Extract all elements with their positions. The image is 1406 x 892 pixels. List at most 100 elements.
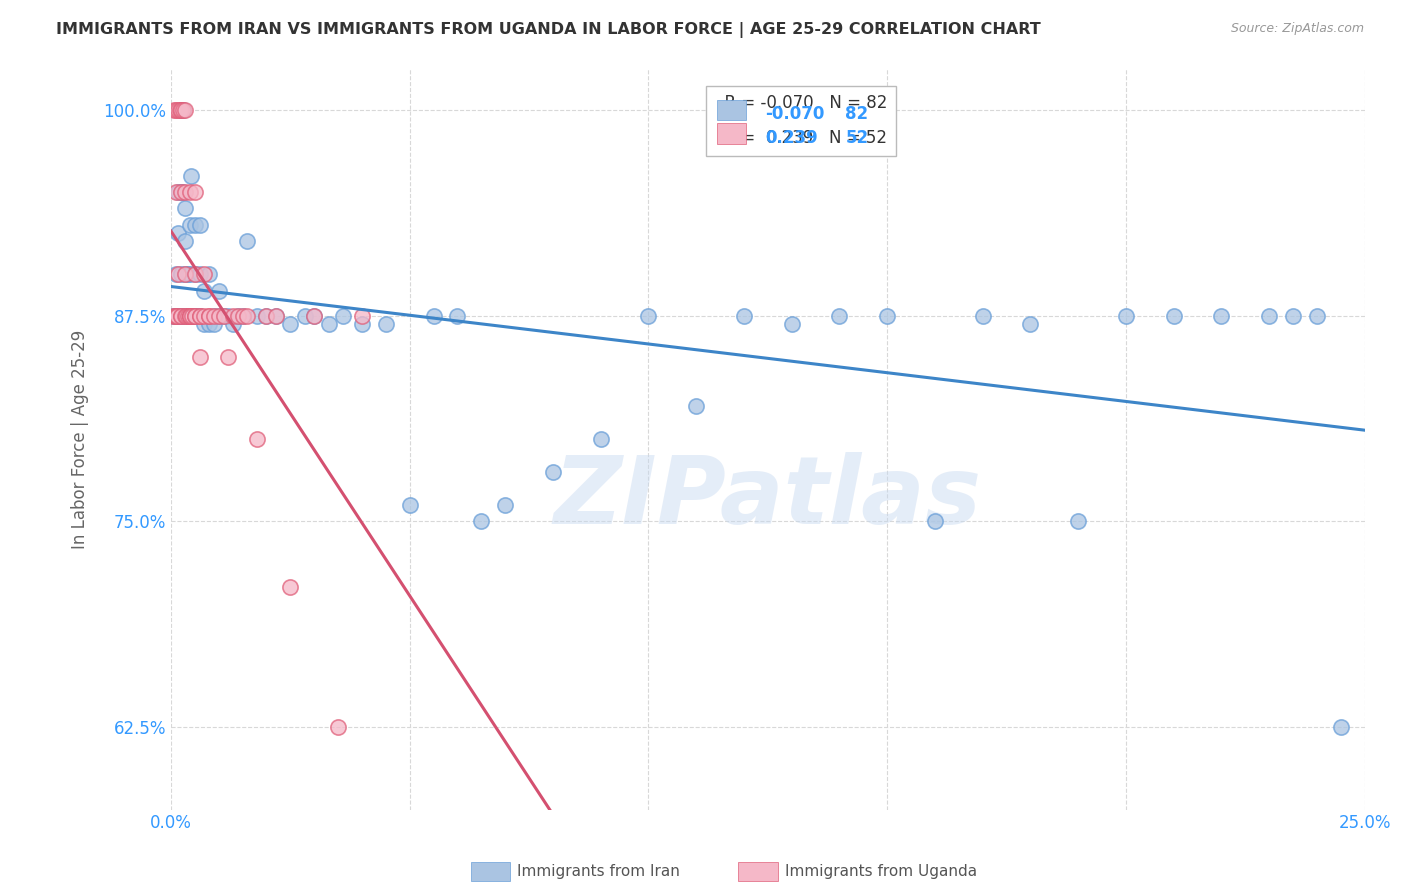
Point — [256, 309, 278, 323]
Point — [212, 309, 235, 323]
Point — [198, 309, 221, 323]
Point — [163, 309, 186, 323]
Point — [184, 185, 207, 199]
Point — [170, 268, 193, 282]
Point — [304, 309, 326, 323]
Point — [179, 309, 201, 323]
Point — [179, 268, 201, 282]
Point — [169, 185, 191, 199]
Point — [188, 268, 211, 282]
Point — [280, 317, 302, 331]
Point — [181, 309, 204, 323]
FancyBboxPatch shape — [717, 123, 747, 145]
Point — [177, 268, 200, 282]
Point — [169, 185, 191, 199]
Point — [179, 309, 201, 323]
Point — [198, 309, 221, 323]
Point — [174, 103, 197, 117]
Point — [226, 309, 249, 323]
Point — [165, 103, 187, 117]
Point — [422, 309, 444, 323]
FancyBboxPatch shape — [717, 100, 747, 120]
Point — [924, 514, 946, 528]
Text: Immigrants from Uganda: Immigrants from Uganda — [785, 864, 977, 879]
Point — [184, 309, 207, 323]
Point — [166, 309, 188, 323]
Point — [541, 465, 564, 479]
Point — [193, 284, 215, 298]
Point — [222, 317, 245, 331]
Point — [1019, 317, 1042, 331]
Point — [174, 309, 197, 323]
Point — [166, 309, 188, 323]
Point — [222, 309, 245, 323]
Point — [165, 268, 187, 282]
Point — [733, 309, 755, 323]
Point — [163, 103, 186, 117]
Point — [188, 350, 211, 364]
Point — [193, 317, 215, 331]
Point — [193, 268, 215, 282]
Point — [174, 309, 197, 323]
Point — [236, 309, 259, 323]
Point — [198, 268, 221, 282]
Point — [179, 309, 201, 323]
Text: 82: 82 — [845, 105, 869, 123]
Point — [184, 268, 207, 282]
Point — [217, 350, 239, 364]
Point — [174, 235, 197, 249]
Point — [188, 309, 211, 323]
Point — [166, 103, 188, 117]
Point — [318, 317, 340, 331]
Point — [208, 284, 231, 298]
Point — [202, 309, 225, 323]
Point — [246, 432, 269, 446]
Point — [169, 103, 191, 117]
Point — [1115, 309, 1137, 323]
Point — [186, 309, 208, 323]
Point — [446, 309, 468, 323]
Point — [294, 309, 316, 323]
Point — [169, 103, 191, 117]
Text: ZIPatlas: ZIPatlas — [554, 452, 981, 544]
Point — [174, 268, 197, 282]
Point — [264, 309, 287, 323]
Point — [193, 309, 215, 323]
Point — [208, 309, 231, 323]
Point — [170, 309, 193, 323]
Point — [188, 309, 211, 323]
Point — [184, 309, 207, 323]
Point — [188, 309, 211, 323]
Point — [172, 185, 194, 199]
Point — [304, 309, 326, 323]
Text: R = -0.070   N = 82
  R =  0.239   N = 52: R = -0.070 N = 82 R = 0.239 N = 52 — [714, 95, 887, 147]
Point — [174, 202, 197, 216]
Point — [169, 309, 191, 323]
Point — [212, 309, 235, 323]
Point — [174, 185, 197, 199]
Point — [280, 580, 302, 594]
Point — [398, 498, 420, 512]
Point — [236, 235, 259, 249]
Point — [232, 309, 254, 323]
Text: Source: ZipAtlas.com: Source: ZipAtlas.com — [1230, 22, 1364, 36]
Point — [589, 432, 612, 446]
Point — [226, 309, 249, 323]
Point — [167, 185, 190, 199]
Point — [165, 309, 187, 323]
Point — [876, 309, 898, 323]
Point — [350, 317, 373, 331]
Point — [181, 309, 204, 323]
Point — [217, 309, 239, 323]
Point — [165, 185, 187, 199]
Point — [169, 103, 191, 117]
Point — [350, 309, 373, 323]
Point — [179, 309, 201, 323]
Point — [246, 309, 269, 323]
Point — [167, 309, 190, 323]
Point — [326, 720, 349, 734]
Point — [162, 309, 184, 323]
Point — [374, 317, 396, 331]
Point — [198, 317, 221, 331]
Point — [208, 309, 231, 323]
